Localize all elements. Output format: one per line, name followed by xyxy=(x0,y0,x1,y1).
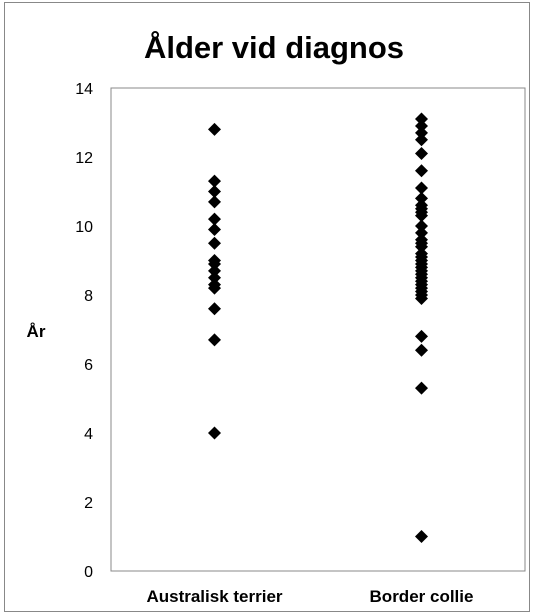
x-category-label: Australisk terrier xyxy=(146,587,282,606)
y-tick-label: 0 xyxy=(84,564,93,581)
data-point xyxy=(415,119,428,133)
data-point xyxy=(208,222,221,236)
data-point xyxy=(415,291,428,305)
chart-frame: Ålder vid diagnos År 0 2 4 6 8 10 12 14 Austral… xyxy=(4,2,530,612)
scatter-chart: Ålder vid diagnos År 0 2 4 6 8 10 12 14 Austral… xyxy=(27,30,526,606)
data-point xyxy=(208,174,221,188)
data-point xyxy=(208,281,221,295)
data-point xyxy=(208,195,221,209)
data-points xyxy=(208,112,428,543)
x-category-label: Border collie xyxy=(370,587,474,606)
data-point xyxy=(208,264,221,278)
data-point xyxy=(208,185,221,198)
y-tick-label: 14 xyxy=(75,81,93,98)
data-point xyxy=(415,147,428,161)
data-point xyxy=(415,343,428,357)
data-point xyxy=(415,381,428,395)
y-tick-label: 4 xyxy=(84,426,93,443)
data-point xyxy=(415,112,428,126)
y-axis-label: År xyxy=(27,322,46,341)
data-point xyxy=(415,126,428,140)
data-point xyxy=(208,257,221,271)
data-point xyxy=(415,530,428,543)
y-axis: 0 2 4 6 8 10 12 14 xyxy=(75,81,93,581)
y-tick-label: 6 xyxy=(84,357,93,374)
data-point xyxy=(208,271,221,285)
data-point xyxy=(415,329,428,343)
data-point xyxy=(208,212,221,226)
data-point xyxy=(415,133,428,147)
data-point xyxy=(208,333,221,347)
y-tick-label: 12 xyxy=(75,150,93,167)
chart-title: Ålder vid diagnos xyxy=(144,30,404,65)
data-point xyxy=(415,191,428,205)
data-point xyxy=(415,219,428,233)
data-point xyxy=(415,240,428,254)
data-point xyxy=(208,122,221,136)
y-tick-label: 8 xyxy=(84,288,93,305)
y-tick-label: 2 xyxy=(84,495,93,512)
data-point xyxy=(415,164,428,178)
plot-area xyxy=(110,87,526,572)
data-point xyxy=(208,426,221,440)
data-point xyxy=(415,209,428,223)
data-point xyxy=(208,236,221,250)
x-axis: Australisk terrier Border collie xyxy=(146,587,473,606)
data-point xyxy=(208,302,221,316)
data-point xyxy=(415,226,428,240)
y-tick-label: 10 xyxy=(75,219,93,236)
data-point xyxy=(415,181,428,195)
